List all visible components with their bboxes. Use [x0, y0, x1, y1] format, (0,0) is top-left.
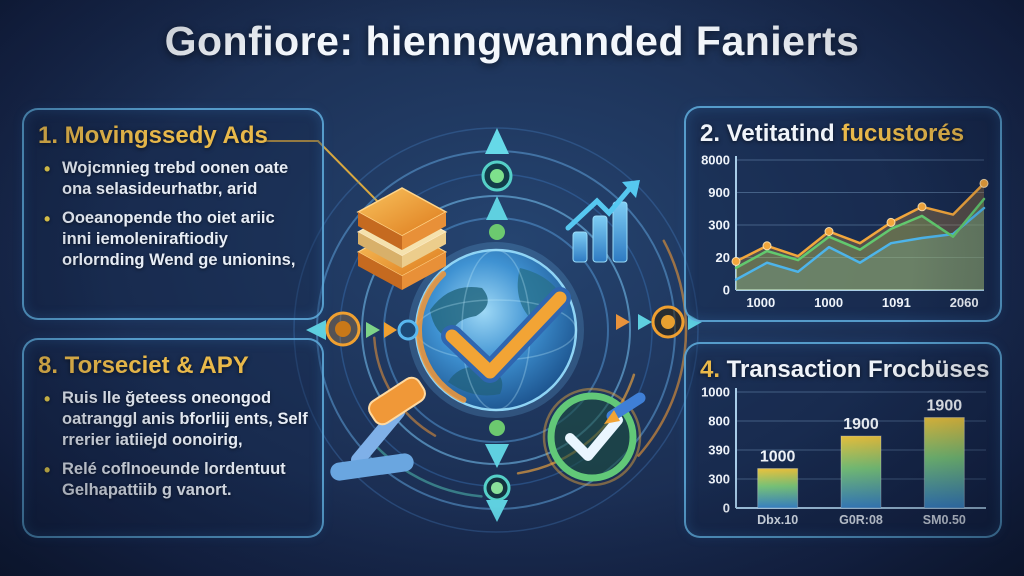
panel-transaction-heading: 4. Transaction Frocbüses — [700, 356, 990, 384]
svg-text:1000: 1000 — [701, 385, 730, 400]
heading-white-part: 2. Vetitatind — [700, 120, 835, 147]
node-ring-icon — [481, 160, 513, 192]
page-title: Gonfiore: hienngwannded Fanierts — [164, 18, 860, 64]
node-ring-icon — [325, 311, 361, 347]
panel-verification-heading: 2. Vetitatind fucustorés — [700, 120, 986, 148]
panel-transaction-chart: 4. Transaction Frocbüses 1000 800 390 300 0 1… — [684, 342, 1002, 538]
flow-nodes-horizontal — [306, 305, 702, 347]
heading-gold-part: 4. — [700, 356, 721, 383]
svg-text:900: 900 — [708, 185, 730, 200]
svg-text:1000: 1000 — [760, 449, 796, 466]
svg-text:800: 800 — [708, 414, 730, 429]
svg-text:300: 300 — [708, 218, 730, 233]
svg-text:0: 0 — [723, 501, 730, 516]
bullet-item: Relé coflnoeunde lordentuut Gelhapattiib… — [44, 459, 308, 501]
svg-text:390: 390 — [708, 443, 730, 458]
node-ring-icon — [483, 474, 511, 502]
arrow-up-icon — [486, 196, 508, 220]
panel-moving-ads: 1. Movingssedy Ads Wojcmnieg trebd oonen… — [22, 108, 324, 320]
panel-verification-chart: 2. Vetitatind fucustorés 8000 900 300 20 0 10… — [684, 106, 1002, 322]
svg-text:8000: 8000 — [701, 153, 730, 168]
arrow-right-icon — [366, 322, 380, 338]
verification-trend-chart: 8000 900 300 20 0 1000 1000 1091 2060 — [692, 150, 996, 321]
panel-torseciet-apy: 8. Torseciet & APY Ruis lle ğeteess oneo… — [22, 338, 324, 538]
svg-text:1091: 1091 — [882, 295, 911, 310]
globe-check-icon — [408, 242, 584, 418]
svg-text:20: 20 — [716, 250, 730, 265]
heading-gold-part: fucustorés — [834, 120, 965, 147]
panel-torseciet-bullets: Ruis lle ğeteess oneongod oatranggl anis… — [38, 388, 308, 502]
growth-chart-icon — [565, 180, 640, 263]
node-dot-icon — [489, 224, 505, 240]
arrow-up-icon — [485, 128, 509, 154]
svg-text:2060: 2060 — [950, 295, 979, 310]
node-ring-icon — [651, 305, 685, 339]
panel-moving-ads-heading: 1. Movingssedy Ads — [38, 122, 268, 149]
panel-moving-ads-bullets: Wojcmnieg trebd oonen oate ona selasideu… — [38, 158, 308, 272]
svg-text:G0R:08: G0R:08 — [839, 513, 883, 527]
arrow-right-icon — [638, 314, 652, 330]
transaction-volumes-chart: 1000 800 390 300 0 1000 Dbx.10 1900 G0R:08 1900 SM… — [692, 382, 996, 537]
bullet-item: Ooeanopende tho oiet ariic inni iemoleni… — [44, 208, 308, 271]
node-dot-icon — [397, 319, 419, 341]
bullet-item: Wojcmnieg trebd oonen oate ona selasideu… — [44, 158, 308, 200]
svg-text:1900: 1900 — [927, 398, 963, 415]
arrow-right-icon — [384, 322, 397, 338]
svg-text:SM0.50: SM0.50 — [923, 513, 966, 527]
arrow-right-icon — [616, 314, 630, 330]
bullet-item: Ruis lle ğeteess oneongod oatranggl anis… — [44, 388, 308, 451]
panel-torseciet-heading: 8. Torseciet & APY — [38, 352, 249, 379]
flow-nodes-vertical — [481, 128, 513, 522]
svg-text:Dbx.10: Dbx.10 — [757, 513, 798, 527]
svg-text:300: 300 — [708, 472, 730, 487]
check-badge-icon — [542, 387, 646, 487]
svg-text:1900: 1900 — [843, 416, 879, 433]
arrow-left-icon — [306, 320, 326, 340]
svg-text:1000: 1000 — [814, 295, 843, 310]
svg-text:1000: 1000 — [746, 295, 775, 310]
arrow-down-icon — [486, 500, 508, 522]
svg-text:0: 0 — [723, 283, 730, 298]
node-dot-icon — [489, 420, 505, 436]
arrow-down-icon — [485, 444, 509, 468]
gavel-icon — [330, 376, 426, 481]
heading-white-part: Transaction Frocbüses — [720, 356, 990, 383]
books-stack-icon — [356, 187, 448, 290]
